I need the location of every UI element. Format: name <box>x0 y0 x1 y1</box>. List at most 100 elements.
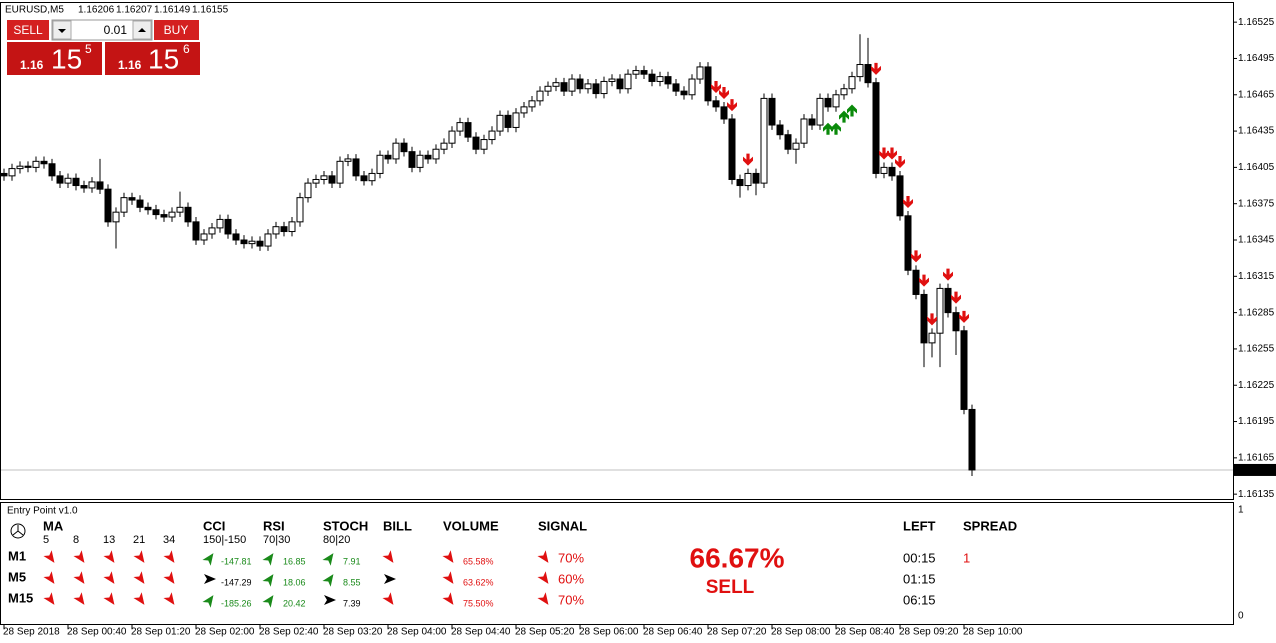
volume-value: 63.62% <box>463 577 494 587</box>
x-tick-label: 28 Sep 04:40 <box>451 627 511 638</box>
sell-price-frac: 5 <box>85 42 92 56</box>
sell-price-pips: 15 <box>51 43 82 74</box>
x-tick-label: 28 Sep 10:00 <box>963 627 1023 638</box>
candle-body-down <box>384 154 392 160</box>
header-volume: VOLUME <box>443 518 499 533</box>
candle-body-up <box>528 100 536 108</box>
candle-body-up <box>856 64 864 78</box>
cci-levels: 150|-150 <box>203 534 246 546</box>
trend-arrow-dn <box>537 571 549 584</box>
candle-body-down <box>728 118 736 180</box>
candle-body-up <box>88 181 96 189</box>
trend-arrow-dn <box>382 550 394 563</box>
buy-price-box[interactable] <box>105 42 200 75</box>
trend-arrow-up <box>202 553 214 566</box>
header-ma: MA <box>43 518 64 533</box>
candle-body-down <box>912 269 920 295</box>
y-tick-label: 1.16225 <box>1238 380 1275 391</box>
y-tick-label: 1.16525 <box>1238 17 1275 28</box>
trend-arrow-dn <box>103 571 115 584</box>
candle-body-up <box>536 90 544 102</box>
trend-arrow-dn <box>73 550 85 563</box>
candle-body-up <box>304 182 312 199</box>
trend-arrow-dn <box>103 592 115 605</box>
candle-body-down <box>768 97 776 126</box>
candle-body-down <box>96 181 104 190</box>
candle-body-up <box>520 106 528 114</box>
candle-body-up <box>32 160 40 168</box>
candle-body-down <box>152 209 160 216</box>
candle-body-down <box>944 287 952 314</box>
indicator-scale-bottom: 0 <box>1238 611 1244 622</box>
candle-body-up <box>656 76 664 82</box>
sell-price-box[interactable] <box>7 42 102 75</box>
ma-period: 34 <box>163 534 175 546</box>
lot-input[interactable] <box>51 19 153 41</box>
candle-body-down <box>240 239 248 245</box>
stoch-value: 8.55 <box>343 577 361 587</box>
ma-period: 21 <box>133 534 145 546</box>
y-tick-label: 1.16165 <box>1238 452 1275 463</box>
trend-arrow-dn <box>73 571 85 584</box>
sell-arrow <box>887 147 897 160</box>
candle-body-up <box>792 142 800 150</box>
candle-body-down <box>400 142 408 153</box>
candle-body-down <box>24 165 32 168</box>
symbol: EURUSD,M5 <box>5 5 64 16</box>
trend-arrow-rt <box>384 574 396 584</box>
candle-body-up <box>512 112 520 128</box>
candle-body-down <box>712 100 720 108</box>
signal-percent: 66.67% <box>690 542 785 573</box>
y-tick-label: 1.16375 <box>1238 198 1275 209</box>
header-cci: CCI <box>203 518 225 533</box>
time-left: 00:15 <box>903 550 936 565</box>
volume-value: 75.50% <box>463 598 494 608</box>
buy-arrow <box>847 104 857 117</box>
candle-body-down <box>888 166 896 177</box>
trend-arrow-dn <box>163 592 175 605</box>
candle-body-up <box>376 154 384 174</box>
candle-body-down <box>160 214 168 218</box>
buy-arrow <box>831 122 841 135</box>
buy-button[interactable] <box>154 20 199 40</box>
timeframe: M15 <box>8 590 33 605</box>
candle-body-up <box>480 139 488 150</box>
trend-arrow-rt <box>324 595 336 605</box>
candle-body-up <box>64 177 72 184</box>
sell-arrow <box>903 195 913 208</box>
y-tick-label: 1.16255 <box>1238 344 1275 355</box>
candle-body-up <box>840 88 848 96</box>
quote-value: 1.16155 <box>192 5 229 16</box>
x-tick-label: 28 Sep 04:00 <box>387 627 447 638</box>
candle-body-down <box>896 175 904 217</box>
candle-body-up <box>176 206 184 213</box>
ma-period: 5 <box>43 534 49 546</box>
header-stoch: STOCH <box>323 518 368 533</box>
candle-body-down <box>808 118 816 126</box>
candle-body-up <box>112 211 120 223</box>
trend-arrow-up <box>202 595 214 608</box>
quote-value: 1.16206 <box>78 5 115 16</box>
candle-body-down <box>128 197 136 201</box>
trend-arrow-dn <box>537 592 549 605</box>
candle-body-up <box>696 66 704 80</box>
current-price-label: 1.16155 <box>1237 465 1274 476</box>
candle-body-down <box>408 151 416 168</box>
candle-body-down <box>672 83 680 92</box>
header-signal: SIGNAL <box>538 518 587 533</box>
candle-body-up <box>440 142 448 150</box>
x-tick-label: 28 Sep 05:20 <box>515 627 575 638</box>
candle-body-down <box>504 114 512 128</box>
candle-body-up <box>288 221 296 233</box>
candle-body-down <box>616 78 624 90</box>
rsi-value: 16.85 <box>283 556 306 566</box>
candle-body-up <box>600 80 608 95</box>
candle-body-up <box>800 118 808 144</box>
trend-arrow-dn <box>537 550 549 563</box>
buy-arrow <box>839 110 849 123</box>
sell-button[interactable] <box>7 20 49 40</box>
sell-arrow <box>959 310 969 323</box>
y-tick-label: 1.16435 <box>1238 126 1275 137</box>
candle-body-up <box>552 82 560 87</box>
y-tick-label: 1.16285 <box>1238 307 1275 318</box>
